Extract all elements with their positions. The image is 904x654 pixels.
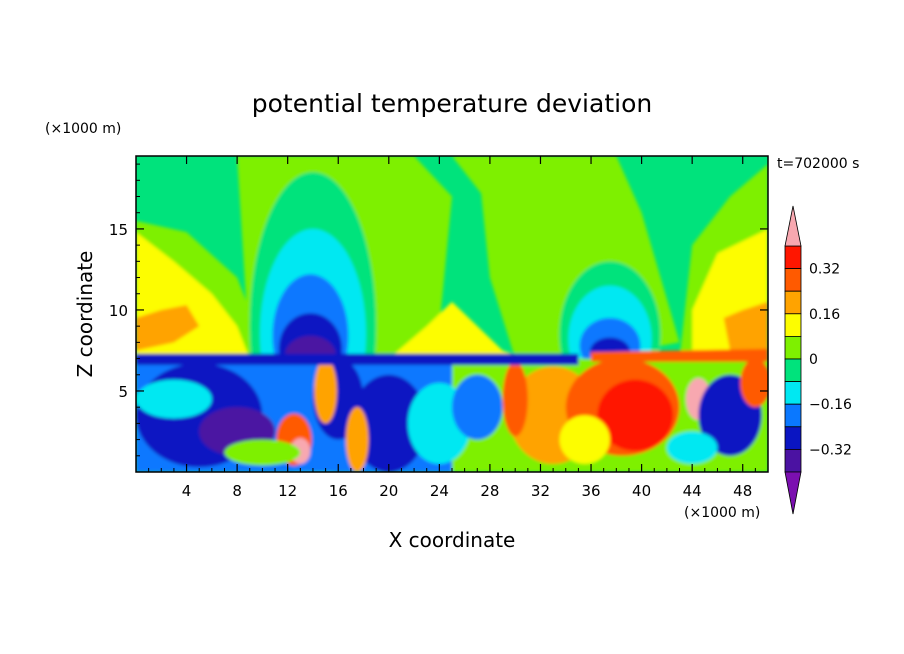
colorbar-band — [784, 403, 802, 428]
contour-field — [136, 156, 768, 472]
x-tick-label-16: 16 — [329, 482, 348, 500]
green-tongue — [452, 156, 516, 213]
x-axis-label: X coordinate — [389, 528, 516, 552]
colorbar-tick-label: −0.32 — [809, 442, 852, 458]
x-tick-label-8: 8 — [232, 482, 242, 500]
x-tick-label-40: 40 — [632, 482, 651, 500]
boundary-red-band — [591, 348, 768, 362]
x-tick-label-24: 24 — [430, 482, 449, 500]
low-cold-6 — [452, 374, 503, 440]
colorbar-band — [784, 290, 802, 315]
warm-bump-yellow — [388, 301, 528, 359]
low-cyan-1 — [136, 379, 212, 419]
low-warm-4 — [345, 407, 369, 472]
y-tick-label-15: 15 — [109, 221, 128, 239]
x-unit-label: (×1000 m) — [684, 505, 760, 521]
colorbar-band — [784, 358, 802, 383]
low-warm-3 — [314, 358, 337, 424]
colorbar-band — [784, 448, 802, 473]
y-tick-label-5: 5 — [118, 383, 128, 401]
colorbar-tick-label: −0.16 — [809, 397, 852, 413]
colorbar-band — [784, 313, 802, 337]
colorbar-tick-label: 0.32 — [809, 262, 840, 278]
boundary-cold-band — [136, 353, 579, 366]
colorbar-band — [784, 426, 802, 450]
x-tick-label-20: 20 — [379, 482, 398, 500]
low-warm-right-4 — [559, 415, 610, 464]
colorbar-extend-bottom — [784, 471, 802, 515]
x-axis: 4 8 12 16 20 24 28 32 36 40 44 48 — [148, 156, 756, 500]
colorbar-tick-label: 0.16 — [809, 307, 840, 323]
x-tick-label-28: 28 — [480, 482, 499, 500]
x-tick-label-12: 12 — [278, 482, 297, 500]
colorbar-band — [784, 381, 802, 405]
x-tick-label-44: 44 — [683, 482, 702, 500]
low-warm-right-3 — [597, 379, 674, 451]
low-warm-right-5 — [502, 361, 528, 437]
colorbar: 0.32 0.16 0 −0.16 −0.32 — [784, 205, 852, 515]
upper-orange-right — [723, 301, 768, 351]
colorbar-band — [784, 268, 802, 292]
colorbar-tick-label: 0 — [809, 352, 818, 368]
low-cyan-right — [666, 431, 718, 464]
low-warm-right-6 — [740, 358, 768, 408]
y-unit-label: (×1000 m) — [45, 121, 121, 137]
colorbar-band — [784, 335, 802, 360]
y-tick-label-10: 10 — [109, 302, 128, 320]
y-axis: 5 10 15 — [109, 163, 768, 457]
x-tick-label-48: 48 — [733, 482, 752, 500]
x-tick-label-4: 4 — [182, 482, 192, 500]
colorbar-band — [784, 245, 802, 270]
x-tick-label-32: 32 — [531, 482, 550, 500]
time-label: t=702000 s — [777, 156, 859, 172]
low-green-1 — [224, 439, 301, 466]
chart-title: potential temperature deviation — [252, 89, 652, 118]
colorbar-extend-top — [784, 205, 802, 247]
y-axis-label: Z coordinate — [73, 251, 97, 378]
x-tick-label-36: 36 — [581, 482, 600, 500]
upper-orange-left — [136, 305, 200, 351]
low-cold-4 — [350, 374, 427, 472]
